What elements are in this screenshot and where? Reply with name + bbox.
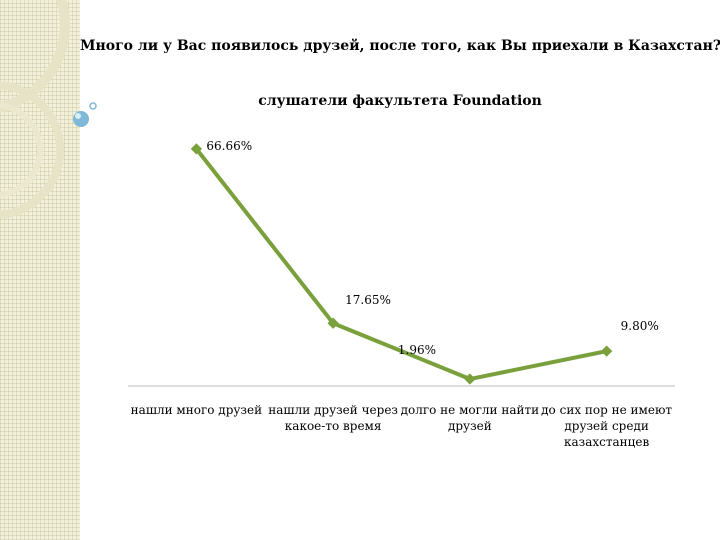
series-markers: [190, 143, 613, 385]
data-point-marker: [464, 373, 476, 385]
data-label: 9.80%: [620, 319, 659, 334]
bubble-highlight: [75, 113, 81, 119]
decorative-ring: [0, 81, 64, 219]
x-tick-label: нашли много друзей: [130, 403, 263, 417]
data-point-marker: [327, 317, 339, 329]
series-line: [194, 147, 608, 382]
decorative-ring: [0, 0, 70, 113]
chart-title: Много ли у Вас появилось друзей, после т…: [80, 38, 720, 54]
data-label: 1.96%: [397, 343, 436, 358]
x-tick-label: нашли друзей через какое-то время: [268, 403, 398, 433]
data-label: 17.65%: [345, 293, 391, 308]
x-tick-label: до сих пор не имеют друзей среди казахст…: [541, 403, 673, 449]
chart-subtitle: слушатели факультета Foundation: [258, 93, 542, 109]
decorative-side-panel: [0, 0, 97, 540]
decorative-rings: [0, 0, 97, 219]
data-label: 66.66%: [206, 138, 253, 153]
decorative-ring: [0, 102, 43, 198]
x-tick-label: долго не могли найти друзей: [400, 403, 540, 433]
data-point-marker: [190, 143, 203, 155]
small-bubble-icon: [89, 102, 97, 110]
data-point-marker: [600, 345, 613, 357]
